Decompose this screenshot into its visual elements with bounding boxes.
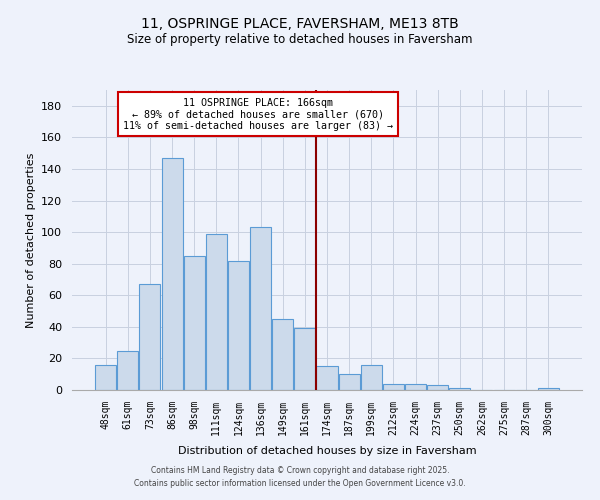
Text: 11, OSPRINGE PLACE, FAVERSHAM, ME13 8TB: 11, OSPRINGE PLACE, FAVERSHAM, ME13 8TB [141,18,459,32]
Bar [427,386,448,390]
Bar [449,388,470,390]
Bar [206,234,227,390]
Bar [538,388,559,390]
Bar [316,366,338,390]
Bar [405,384,426,390]
Bar [228,260,249,390]
Bar [250,228,271,390]
Text: 11 OSPRINGE PLACE: 166sqm
← 89% of detached houses are smaller (670)
11% of semi: 11 OSPRINGE PLACE: 166sqm ← 89% of detac… [123,98,393,130]
Bar [361,364,382,390]
Bar [139,284,160,390]
Bar [272,319,293,390]
Bar [95,364,116,390]
X-axis label: Distribution of detached houses by size in Faversham: Distribution of detached houses by size … [178,446,476,456]
Bar [184,256,205,390]
Text: Size of property relative to detached houses in Faversham: Size of property relative to detached ho… [127,32,473,46]
Bar [295,328,316,390]
Text: Contains HM Land Registry data © Crown copyright and database right 2025.
Contai: Contains HM Land Registry data © Crown c… [134,466,466,487]
Y-axis label: Number of detached properties: Number of detached properties [26,152,35,328]
Bar [338,374,359,390]
Bar [383,384,404,390]
Bar [161,158,182,390]
Bar [118,350,139,390]
